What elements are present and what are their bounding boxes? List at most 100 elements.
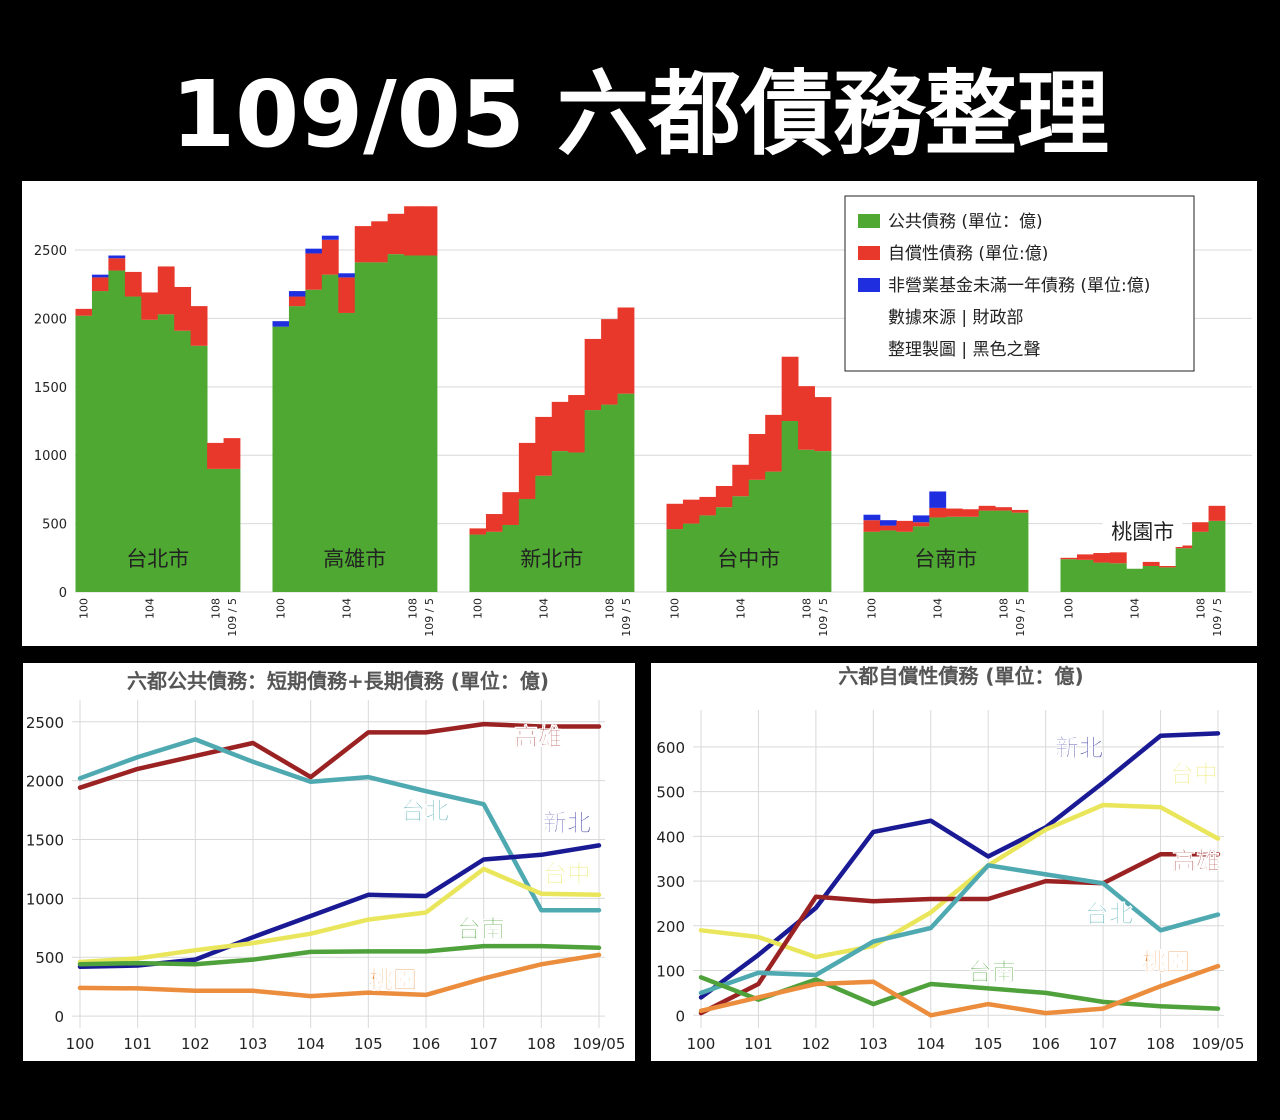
bar-self-liquidating-debt: [699, 496, 717, 516]
bar-self-liquidating-debt: [962, 509, 980, 517]
x-tick-label: 108: [1194, 598, 1207, 619]
bar-public-debt: [551, 451, 569, 592]
y-tick-label: 2500: [34, 244, 67, 259]
bar-self-liquidating-debt: [1192, 522, 1209, 532]
x-tick-label: 108: [527, 1035, 556, 1053]
bar-public-debt: [535, 475, 553, 592]
x-tick-label: 100: [866, 598, 879, 619]
x-tick-label: 108: [209, 598, 222, 619]
bar-self-liquidating-debt: [404, 206, 421, 256]
bar-self-liquidating-debt: [387, 213, 405, 255]
x-tick-label: 108: [997, 598, 1010, 619]
bar-public-debt: [272, 326, 290, 592]
bar-self-liquidating-debt: [469, 528, 487, 535]
y-tick-label: 0: [675, 1007, 685, 1025]
bar-public-debt: [1175, 548, 1193, 592]
y-tick-label: 1500: [26, 832, 64, 850]
bar-public-debt: [896, 531, 914, 592]
bar-public-debt: [485, 531, 503, 592]
bar-self-liquidating-debt: [601, 319, 618, 405]
bar-public-debt: [404, 255, 421, 592]
series-line: [698, 802, 1221, 960]
bar-public-debt: [420, 255, 438, 592]
data-source-note: 數據來源 | 財政部: [888, 308, 1024, 328]
legend-label: 非營業基金未滿一年債務 (單位:億): [888, 276, 1150, 296]
x-tick-label: 108: [1146, 1035, 1175, 1053]
bar-public-debt: [748, 479, 766, 592]
y-tick-label: 500: [35, 949, 64, 967]
bar-public-debt: [879, 530, 897, 592]
bar-public-debt: [141, 319, 159, 592]
series-label: 高雄: [1172, 847, 1220, 875]
x-tick-label: 109/05: [1192, 1035, 1245, 1053]
bar-public-debt: [715, 507, 733, 592]
bar-self-liquidating-debt: [732, 464, 750, 497]
x-tick-label: 100: [275, 598, 288, 619]
x-tick-label: 104: [932, 598, 945, 619]
y-tick-label: 0: [54, 1008, 64, 1026]
x-tick-label: 100: [66, 1035, 95, 1053]
bar-self-liquidating-debt: [535, 416, 553, 476]
bar-public-debt: [568, 452, 586, 592]
bar-public-debt: [387, 254, 405, 592]
bar-self-liquidating-debt: [1093, 553, 1111, 563]
public-debt-line-chart: 六都公共債務：短期債務+長期債務 (單位：億) 0 500 1000 1500 2000 2…: [26, 669, 626, 1053]
series-label: 台南: [968, 958, 1016, 986]
x-tick-label: 109/05: [573, 1035, 626, 1053]
series-label: 台北: [401, 797, 449, 825]
bar-self-liquidating-debt: [863, 520, 881, 532]
x-tick-label: 104: [144, 598, 157, 619]
x-tick-label: 100: [78, 598, 91, 619]
x-tick-label: 106: [412, 1035, 441, 1053]
city-label: 台中市: [717, 547, 780, 571]
bar-public-debt: [190, 345, 208, 592]
bar-self-liquidating-debt: [207, 442, 224, 469]
public-debt-line-chart-panel: 六都公共債務：短期債務+長期債務 (單位：億) 0 500 1000 1500 2000 2…: [23, 663, 635, 1061]
x-tick-label: 102: [802, 1035, 831, 1053]
bar-self-liquidating-debt: [91, 277, 109, 292]
y-tick-label: 1000: [34, 449, 67, 464]
bar-public-debt: [814, 451, 832, 592]
bar-self-liquidating-debt: [420, 206, 438, 256]
bar-public-debt: [174, 330, 192, 592]
bar-public-debt: [157, 314, 175, 592]
x-tick-label: 105: [974, 1035, 1003, 1053]
x-tick-label: 108: [800, 598, 813, 619]
bar-public-debt: [288, 306, 306, 592]
bar-public-debt: [962, 516, 980, 592]
bar-public-debt: [912, 526, 930, 592]
legend-label: 自償性債務 (單位:億): [888, 244, 1048, 264]
x-tick-label: 104: [296, 1035, 325, 1053]
city-label-bg: [1102, 517, 1183, 547]
series-line: [77, 866, 602, 965]
legend-label: 公共債務 (單位：億): [888, 212, 1043, 232]
bar-public-debt: [223, 468, 241, 592]
bar-public-debt: [124, 296, 142, 592]
bar-self-liquidating-debt: [518, 442, 536, 499]
bar-public-debt: [502, 524, 520, 592]
self-liquidating-debt-line-chart-panel: 六都自償性債務 (單位：億) 0 100 200 300 400 500 600 100 101 1…: [651, 663, 1257, 1061]
series-line: [77, 721, 602, 790]
bar-public-debt: [1011, 512, 1029, 592]
x-tick-label: 109 / 5: [1211, 598, 1224, 637]
series-label: 桃園: [369, 966, 417, 994]
series-label: 高雄: [514, 723, 562, 751]
y-tick-label: 1000: [26, 890, 64, 908]
bar-public-debt: [682, 523, 700, 592]
y-tick-label: 600: [656, 739, 685, 757]
series-line: [77, 943, 602, 967]
x-tick-label: 103: [239, 1035, 268, 1053]
y-tick-label: 0: [59, 586, 67, 601]
bar-public-debt: [781, 421, 799, 592]
y-tick-label: 400: [656, 828, 685, 846]
bar-self-liquidating-debt: [912, 522, 930, 527]
series-label: 台中: [543, 860, 591, 888]
bar-public-debt: [995, 510, 1012, 592]
bar-public-debt: [469, 534, 487, 592]
bar-short-term-debt: [108, 255, 126, 259]
x-tick-label: 101: [123, 1035, 152, 1053]
series-line: [698, 863, 1221, 996]
bar-self-liquidating-debt: [321, 239, 339, 275]
bar-self-liquidating-debt: [551, 401, 569, 452]
x-tick-label: 100: [472, 598, 485, 619]
